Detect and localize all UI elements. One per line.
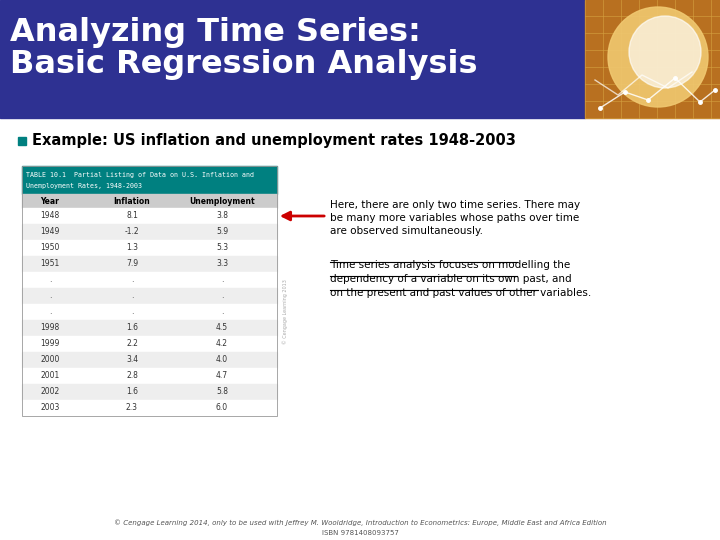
Text: .: . [221,307,223,316]
Text: be many more variables whose paths over time: be many more variables whose paths over … [330,213,580,223]
Text: 2003: 2003 [40,403,60,413]
Text: Analyzing Time Series:: Analyzing Time Series: [10,17,421,49]
Text: .: . [49,275,51,285]
Text: 4.0: 4.0 [216,355,228,364]
Bar [22,368,277,384]
Text: 1.6: 1.6 [126,388,138,396]
Text: are observed simultaneously.: are observed simultaneously. [330,226,483,236]
Bar [22,208,277,224]
Text: on the present and past values of other variables.: on the present and past values of other … [330,288,591,298]
Text: 1999: 1999 [40,340,60,348]
Bar [22,384,277,400]
Bar [22,166,277,194]
Text: 3.4: 3.4 [126,355,138,364]
Bar [22,166,277,416]
Text: Time series analysis focuses on modelling the: Time series analysis focuses on modellin… [330,260,570,270]
Bar [18,137,26,145]
Text: .: . [131,275,133,285]
Text: Year: Year [40,197,60,206]
Circle shape [608,7,708,107]
Text: 8.1: 8.1 [126,212,138,220]
Bar [22,256,277,272]
Bar [22,194,277,208]
Text: Unemployment: Unemployment [189,197,255,206]
Text: TABLE 10.1  Partial Listing of Data on U.S. Inflation and: TABLE 10.1 Partial Listing of Data on U.… [26,172,254,178]
Text: dependency of a variable on its own past, and: dependency of a variable on its own past… [330,274,572,284]
Bar [22,336,277,352]
Bar [22,304,277,320]
Text: .: . [131,307,133,316]
Text: 2001: 2001 [40,372,60,381]
Bar [0,0,585,118]
Text: .: . [221,275,223,285]
Text: 1.6: 1.6 [126,323,138,333]
Bar [22,400,277,416]
Text: 5.9: 5.9 [216,227,228,237]
Text: .: . [49,307,51,316]
Text: 6.0: 6.0 [216,403,228,413]
Text: 4.7: 4.7 [216,372,228,381]
Text: 1.3: 1.3 [126,244,138,253]
Text: .: . [49,292,51,300]
Bar [22,320,277,336]
Text: 7.9: 7.9 [126,260,138,268]
Text: Basic Regression Analysis: Basic Regression Analysis [10,49,477,79]
Text: 2.2: 2.2 [126,340,138,348]
Text: 2002: 2002 [40,388,60,396]
Text: 4.5: 4.5 [216,323,228,333]
Bar [22,352,277,368]
Text: 2000: 2000 [40,355,60,364]
Text: Inflation: Inflation [114,197,150,206]
Text: .: . [221,292,223,300]
Text: 2.8: 2.8 [126,372,138,381]
Text: 2.3: 2.3 [126,403,138,413]
Text: Example: US inflation and unemployment rates 1948-2003: Example: US inflation and unemployment r… [32,132,516,147]
Text: Here, there are only two time series. There may: Here, there are only two time series. Th… [330,200,580,210]
Text: ISBN 9781408093757: ISBN 9781408093757 [322,530,398,536]
Text: Unemployment Rates, 1948-2003: Unemployment Rates, 1948-2003 [26,183,142,189]
Text: 1951: 1951 [40,260,60,268]
Text: -1.2: -1.2 [125,227,139,237]
Text: 4.2: 4.2 [216,340,228,348]
Text: 1998: 1998 [40,323,60,333]
Text: © Cengage Learning 2014, only to be used with Jeffrey M. Wooldridge, Introductio: © Cengage Learning 2014, only to be used… [114,519,606,526]
Text: © Cengage Learning 2013: © Cengage Learning 2013 [282,280,287,345]
Bar [22,240,277,256]
Text: 1950: 1950 [40,244,60,253]
Text: 1948: 1948 [40,212,60,220]
Bar [585,0,720,118]
Text: 5.8: 5.8 [216,388,228,396]
Circle shape [629,16,701,88]
Text: .: . [131,292,133,300]
Text: 1949: 1949 [40,227,60,237]
Bar [22,272,277,288]
Bar [22,224,277,240]
Text: 3.3: 3.3 [216,260,228,268]
Text: 5.3: 5.3 [216,244,228,253]
Text: 3.8: 3.8 [216,212,228,220]
Bar [22,288,277,304]
